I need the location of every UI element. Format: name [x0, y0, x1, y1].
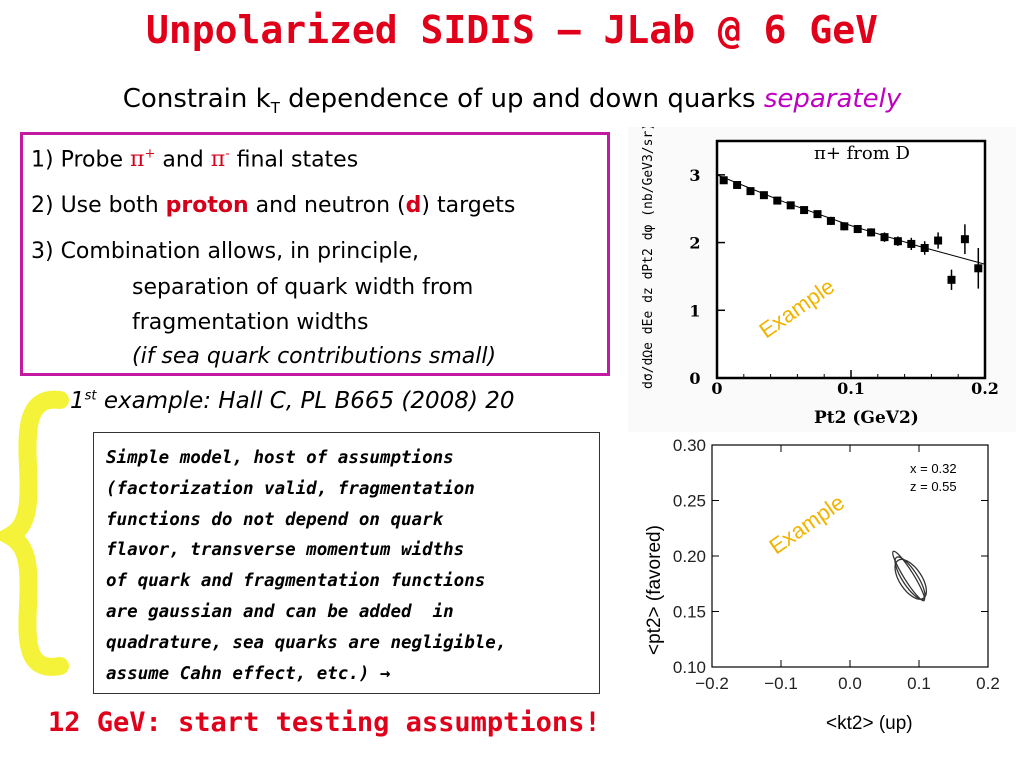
proton-word: proton [165, 193, 249, 218]
y-tick-label: 0 [689, 369, 700, 388]
data-point [974, 264, 983, 273]
contour-chart: −0.2 −0.1 0.0 0.1 0.2 0.10 0.15 0.20 0.25 0.30 x … [628, 435, 1016, 740]
subtitle-mid: dependence of up and down quarks [279, 84, 764, 114]
model-line: (factorization valid, fragmentation [106, 478, 475, 499]
data-point [960, 235, 969, 244]
slide-subtitle: Constrain kT dependence of up and down q… [0, 84, 1024, 117]
chart2-legend-z: z = 0.55 [910, 479, 957, 494]
item2-prefix: 2) Use both [31, 193, 166, 218]
x-tick-label: 0.1 [837, 379, 865, 398]
model-line: flavor, transverse momentum widths [106, 540, 465, 561]
data-point [893, 237, 902, 246]
chart1-xlabel: Pt2 (GeV2) [814, 408, 919, 428]
x-tick-label: 0.2 [976, 674, 1000, 693]
item1-suffix: final states [229, 147, 359, 173]
data-point [826, 216, 835, 225]
x-tick-label: 0.2 [971, 379, 999, 398]
data-point [773, 196, 782, 205]
x-tick-label: −0.2 [695, 674, 729, 693]
item-combination-line2: separation of quark width from [132, 275, 474, 300]
model-line: assume Cahn effect, etc.) → [106, 663, 391, 684]
data-point [746, 187, 755, 196]
model-assumptions-text: Simple model, host of assumptions (factor… [106, 443, 506, 689]
model-line: functions do not depend on quark [106, 509, 444, 530]
item-probe: 1) Probe π+ and π- final states [31, 147, 358, 172]
data-point [934, 236, 943, 245]
data-point [920, 243, 929, 252]
data-point [813, 210, 822, 219]
y-tick-label: 0.20 [673, 547, 706, 566]
pi-minus-symbol: π- [210, 147, 230, 173]
chart1-ylabel: dσ/dΩe dEe dz dPt2 dφ (nb/GeV3/sr) [641, 127, 656, 389]
y-tick-label: 0.15 [673, 603, 706, 622]
data-point [840, 222, 849, 231]
model-line: are gaussian and can be added in [106, 601, 454, 622]
subtitle-sub: T [270, 99, 280, 118]
data-point [907, 239, 916, 248]
y-tick-label: 0.10 [673, 658, 706, 677]
points-box: 1) Probe π+ and π- final states 2) Use b… [20, 132, 610, 376]
item-targets: 2) Use both proton and neutron (d) targe… [31, 193, 515, 218]
example-reference: 1st example: Hall C, PL B665 (2008) 20 [70, 388, 515, 414]
item-combination-line1: 3) Combination allows, in principle, [31, 239, 419, 264]
model-assumptions-box: Simple model, host of assumptions (factor… [93, 432, 600, 694]
deuteron-letter: d [405, 193, 422, 218]
subtitle-emphasis: separately [763, 84, 902, 114]
curly-brace-shape [0, 390, 69, 676]
model-line: quadrature, sea quarks are negligible, [106, 632, 507, 653]
y-tick-label: 2 [689, 234, 700, 253]
y-tick-label: 1 [689, 301, 700, 320]
data-point [853, 225, 862, 234]
x-tick-label: 0.0 [838, 674, 862, 693]
data-point [867, 228, 876, 237]
model-line: of quark and fragmentation functions [106, 571, 486, 592]
x-tick-label: 0.1 [907, 674, 931, 693]
x-tick-label: 0 [711, 379, 722, 398]
data-point [759, 191, 768, 200]
plot-frame-1 [715, 139, 987, 380]
contour-ellipse [894, 556, 926, 601]
y-tick-label: 0.25 [673, 492, 706, 511]
data-point [947, 275, 956, 284]
subtitle-pre: Constrain k [122, 84, 271, 114]
chart2-legend-x: x = 0.32 [910, 461, 957, 476]
data-point [786, 201, 795, 210]
data-point [719, 176, 728, 185]
data-point [880, 233, 889, 242]
slide-title: Unpolarized SIDIS – JLab @ 6 GeV [145, 8, 879, 52]
chart2-xlabel: <kt2> (up) [826, 713, 913, 734]
y-tick-label: 0.30 [673, 436, 706, 455]
pi-plus-symbol: π+ [129, 147, 156, 173]
item1-and: and [155, 147, 211, 173]
contour-ellipse [892, 550, 926, 602]
x-tick-label: −0.1 [764, 674, 798, 693]
data-point [800, 206, 809, 215]
y-tick-label: 3 [689, 166, 700, 185]
chart2-ylabel: <pt2> (favored) [644, 525, 665, 655]
item-combination-line4: (if sea quark contributions small) [132, 344, 497, 369]
item2-suffix: ) targets [421, 193, 516, 218]
item2-mid: and neutron ( [248, 193, 406, 218]
item1-prefix: 1) Probe [31, 147, 130, 173]
chart1-title: π+ from D [814, 143, 910, 164]
item-combination-line3: fragmentation widths [132, 310, 369, 335]
contour-ellipse [894, 558, 928, 600]
data-point [733, 181, 742, 190]
model-line: Simple model, host of assumptions [106, 448, 454, 468]
bottom-statement: 12 GeV: start testing assumptions! [48, 707, 601, 738]
